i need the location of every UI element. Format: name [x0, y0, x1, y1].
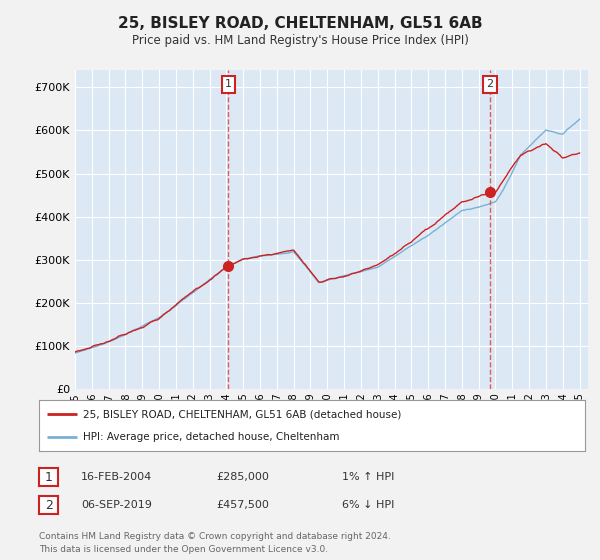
- Text: This data is licensed under the Open Government Licence v3.0.: This data is licensed under the Open Gov…: [39, 545, 328, 554]
- Text: HPI: Average price, detached house, Cheltenham: HPI: Average price, detached house, Chel…: [83, 432, 339, 442]
- Text: 2: 2: [44, 498, 53, 512]
- Text: 6% ↓ HPI: 6% ↓ HPI: [342, 500, 394, 510]
- Text: 25, BISLEY ROAD, CHELTENHAM, GL51 6AB: 25, BISLEY ROAD, CHELTENHAM, GL51 6AB: [118, 16, 482, 31]
- Text: 1% ↑ HPI: 1% ↑ HPI: [342, 472, 394, 482]
- Text: £457,500: £457,500: [216, 500, 269, 510]
- Text: 06-SEP-2019: 06-SEP-2019: [81, 500, 152, 510]
- Text: 1: 1: [225, 80, 232, 90]
- Text: 1: 1: [44, 470, 53, 484]
- Text: Price paid vs. HM Land Registry's House Price Index (HPI): Price paid vs. HM Land Registry's House …: [131, 34, 469, 46]
- Text: Contains HM Land Registry data © Crown copyright and database right 2024.: Contains HM Land Registry data © Crown c…: [39, 532, 391, 541]
- Text: 25, BISLEY ROAD, CHELTENHAM, GL51 6AB (detached house): 25, BISLEY ROAD, CHELTENHAM, GL51 6AB (d…: [83, 409, 401, 419]
- Text: 2: 2: [487, 80, 494, 90]
- Text: 16-FEB-2004: 16-FEB-2004: [81, 472, 152, 482]
- Text: £285,000: £285,000: [216, 472, 269, 482]
